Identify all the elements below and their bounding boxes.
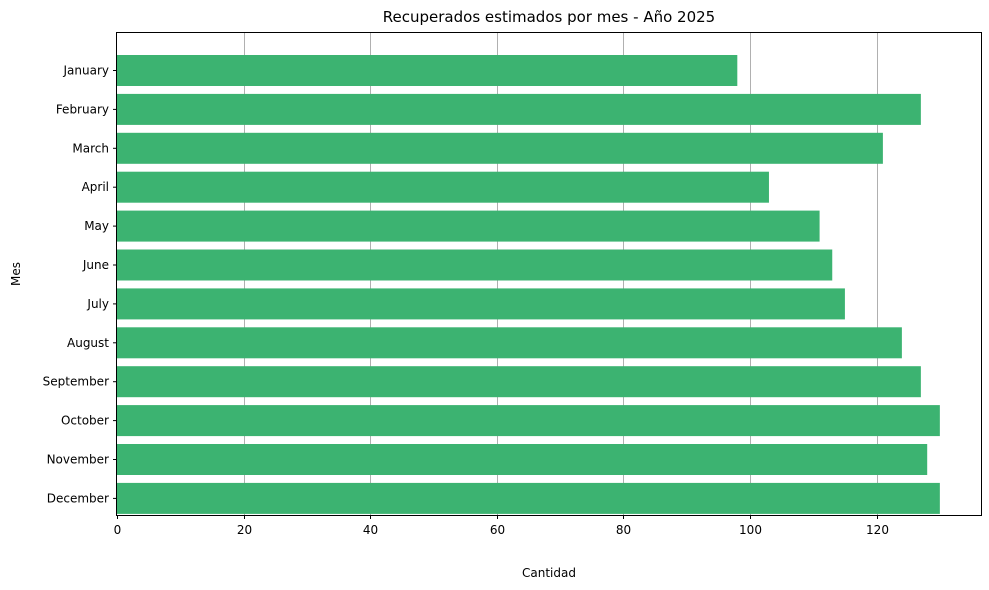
y-tick-label: July: [86, 297, 109, 311]
y-tick-label: December: [47, 491, 109, 505]
y-axis-label: Mes: [9, 262, 23, 286]
y-tick-label: November: [47, 453, 109, 467]
bar-january: [117, 55, 738, 86]
y-tick-label: June: [82, 258, 109, 272]
bar-february: [117, 93, 921, 125]
y-tick-label: September: [43, 375, 109, 389]
chart-title: Recuperados estimados por mes - Año 2025: [383, 8, 715, 26]
x-tick-label: 0: [114, 523, 122, 537]
y-tick-label: February: [56, 102, 109, 116]
y-tick-label: April: [82, 180, 109, 194]
y-tick-label: August: [67, 336, 109, 350]
bar-october: [117, 405, 940, 437]
x-tick-label: 100: [739, 523, 762, 537]
bars: [117, 55, 940, 514]
bar-may: [117, 210, 820, 242]
bar-july: [117, 288, 845, 320]
bar-november: [117, 444, 928, 475]
y-tick-label: May: [84, 219, 109, 233]
bar-june: [117, 249, 833, 281]
x-tick-label: 60: [490, 523, 505, 537]
x-tick-label: 40: [363, 523, 378, 537]
x-axis-ticks: 0 20 40 60 80 100 120: [114, 515, 889, 537]
y-tick-label: March: [72, 141, 109, 155]
bar-september: [117, 366, 921, 398]
x-axis-label: Cantidad: [522, 566, 576, 580]
bar-august: [117, 327, 902, 359]
plot-frame: [116, 32, 982, 516]
y-axis-ticks: January February March April May June July Augu…: [43, 64, 117, 505]
x-tick-label: 120: [866, 523, 889, 537]
x-tick-label: 80: [616, 523, 631, 537]
y-tick-label: October: [61, 414, 109, 428]
x-tick-label: 20: [237, 523, 252, 537]
bar-april: [117, 171, 769, 203]
bar-march: [117, 132, 883, 164]
bar-december: [117, 482, 940, 514]
y-tick-label: January: [63, 64, 110, 78]
